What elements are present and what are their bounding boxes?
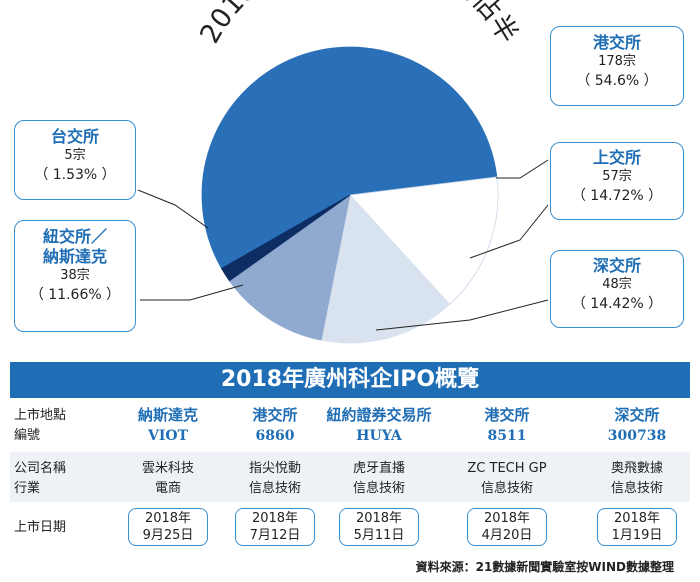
- leader-sh: [469, 204, 549, 259]
- col-0-date-day: 9月25日: [142, 528, 194, 543]
- leader-sz: [375, 299, 549, 331]
- col-3-industry-cell: 信息技術: [444, 479, 570, 498]
- col-1-date-year: 2018年: [251, 511, 299, 526]
- col-0-date: 2018年 9月25日: [128, 508, 208, 546]
- callout-hk-pct: （ 54.6% ）: [576, 73, 658, 89]
- callout-sz-count: 48宗: [602, 277, 632, 292]
- callout-sz-pct: （ 14.42% ）: [571, 296, 663, 312]
- callout-sh: 上交所 57宗 （ 14.72% ）: [550, 142, 684, 220]
- col-4-company-cell: 奧飛數據: [574, 459, 700, 478]
- callout-sz: 深交所 48宗 （ 14.42% ）: [550, 250, 684, 328]
- slice-hk: [201, 46, 498, 270]
- col-2-date-day: 5月11日: [353, 528, 405, 543]
- col-1-company-cell: 指尖悅動: [212, 459, 338, 478]
- col-1-industry-cell: 信息技術: [212, 479, 338, 498]
- col-2-company: 虎牙直播: [352, 461, 405, 476]
- slice-ny: [228, 194, 351, 341]
- col-2-company-cell: 虎牙直播: [316, 459, 442, 478]
- row-label-code: 編號: [14, 428, 41, 443]
- col-4-exchange: 深交所: [614, 406, 660, 424]
- col-4-exchange-cell: 深交所: [574, 405, 700, 425]
- col-4-date-year: 2018年: [613, 511, 661, 526]
- section-banner: 2018年廣州科企IPO概覽: [10, 362, 690, 398]
- source-note: 資料來源：21數據新聞實驗室按WIND數據整理: [415, 560, 674, 574]
- col-0-exchange: 納斯達克: [137, 406, 198, 424]
- col-4-industry-cell: 信息技術: [574, 479, 700, 498]
- col-2-code: HUYA: [356, 428, 402, 444]
- col-3-date-day: 4月20日: [481, 528, 533, 543]
- col-1-exchange-cell: 港交所: [212, 405, 338, 425]
- callout-hk: 港交所 178宗 （ 54.6% ）: [550, 26, 684, 106]
- leader-ny: [140, 284, 244, 301]
- col-0-date-year: 2018年: [144, 511, 192, 526]
- col-4-code: 300738: [607, 428, 667, 444]
- col-4-date-day: 1月19日: [611, 528, 663, 543]
- row-label-industry: 行業: [14, 481, 41, 496]
- row-label-date: 上市日期: [14, 520, 67, 535]
- chart-title: 2018年中國326宗IPO港佔半: [194, 0, 523, 49]
- callout-sh-count: 57宗: [602, 169, 632, 184]
- callout-sh-pct: （ 14.72% ）: [571, 188, 663, 204]
- callout-tw-name: 台交所: [50, 127, 99, 146]
- col-3-code: 8511: [487, 428, 527, 444]
- callout-ny-count: 38宗: [60, 268, 90, 283]
- col-0-exchange-cell: 納斯達克: [105, 405, 231, 425]
- col-2-industry-cell: 信息技術: [316, 479, 442, 498]
- col-3-company: ZC TECH GP: [467, 461, 547, 476]
- col-3-code-cell: 8511: [444, 427, 570, 445]
- col-1-date: 2018年 7月12日: [235, 508, 315, 546]
- col-2-date: 2018年 5月11日: [339, 508, 419, 546]
- row-label-company: 公司名稱: [14, 461, 67, 476]
- col-1-date-day: 7月12日: [249, 528, 301, 543]
- col-0-code-cell: VIOT: [105, 427, 231, 445]
- col-0-company: 雲米科技: [141, 461, 194, 476]
- slice-sz: [320, 194, 451, 344]
- col-3-exchange-cell: 港交所: [444, 405, 570, 425]
- col-2-industry: 信息技術: [352, 481, 405, 496]
- col-0-industry: 電商: [154, 481, 181, 496]
- callout-tw: 台交所 5宗 （ 1.53% ）: [14, 120, 136, 200]
- col-1-code-cell: 6860: [212, 427, 338, 445]
- col-4-code-cell: 300738: [574, 427, 700, 445]
- col-3-date-year: 2018年: [483, 511, 531, 526]
- callout-ny-name-2: 納斯達克: [42, 247, 107, 266]
- col-4-date: 2018年 1月19日: [597, 508, 677, 546]
- col-3-exchange: 港交所: [484, 406, 530, 424]
- col-4-industry: 信息技術: [610, 481, 663, 496]
- callout-sh-name: 上交所: [592, 148, 641, 167]
- callout-ny: 紐交所／ 納斯達克 38宗 （ 11.66% ）: [14, 220, 136, 332]
- pie-chart: 2018年中國326宗IPO港佔半: [137, 0, 549, 344]
- col-3-industry: 信息技術: [480, 481, 533, 496]
- col-0-company-cell: 雲米科技: [105, 459, 231, 478]
- col-3-company-cell: ZC TECH GP: [444, 459, 570, 478]
- callout-tw-pct: （ 1.53% ）: [34, 167, 116, 183]
- slice-tw: [221, 194, 351, 282]
- col-1-company: 指尖悅動: [248, 461, 301, 476]
- table-row-bg-1: [10, 400, 690, 450]
- callout-sz-name: 深交所: [592, 256, 641, 275]
- row-label-exchange: 上市地點: [14, 408, 67, 423]
- callout-hk-count: 178宗: [598, 54, 636, 69]
- col-0-code: VIOT: [147, 428, 189, 444]
- leader-hk: [496, 159, 549, 179]
- col-0-industry-cell: 電商: [105, 479, 231, 498]
- callout-tw-count: 5宗: [64, 148, 86, 163]
- slice-sh: [349, 176, 499, 305]
- callout-ny-name-1: 紐交所／: [42, 227, 107, 246]
- col-4-company: 奧飛數據: [610, 461, 663, 476]
- col-1-industry: 信息技術: [248, 481, 301, 496]
- col-2-exchange-cell: 紐約證券交易所: [316, 405, 442, 425]
- col-1-code: 6860: [255, 428, 295, 444]
- col-2-code-cell: HUYA: [316, 427, 442, 445]
- table-row-bg-2: [10, 452, 690, 502]
- col-2-date-year: 2018年: [355, 511, 403, 526]
- col-3-date: 2018年 4月20日: [467, 508, 547, 546]
- col-2-exchange: 紐約證券交易所: [326, 406, 432, 424]
- leader-tw: [137, 189, 209, 229]
- callout-hk-name: 港交所: [592, 33, 641, 52]
- callout-ny-pct: （ 11.66% ）: [29, 287, 121, 303]
- col-1-exchange: 港交所: [252, 406, 298, 424]
